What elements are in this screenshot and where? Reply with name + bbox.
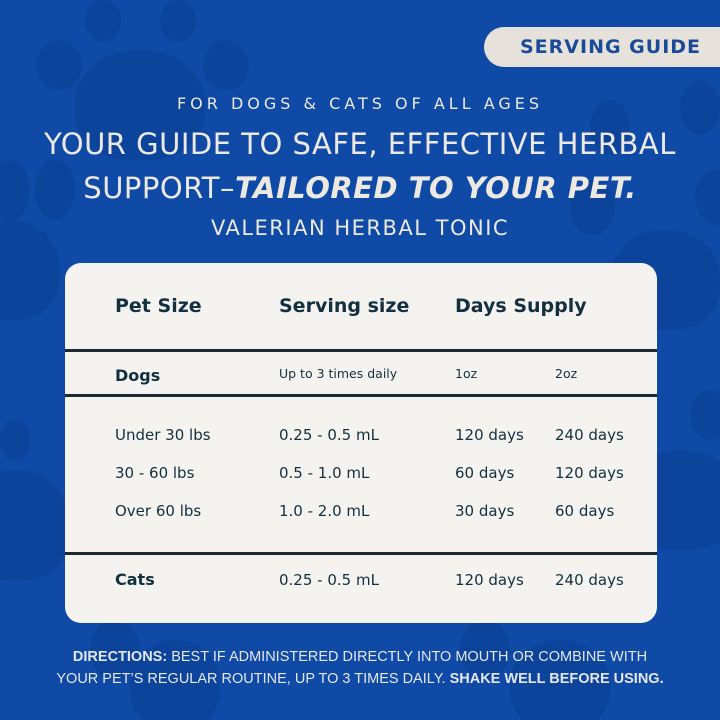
cats-label: Cats	[115, 570, 155, 589]
headline-emphasis: TAILORED TO YOUR PET.	[234, 171, 637, 205]
directions-body-1: BEST IF ADMINISTERED DIRECTLY INTO MOUTH…	[167, 649, 648, 665]
column-header-serving-size: Serving size	[279, 295, 410, 317]
size-1oz-label: 1oz	[455, 366, 478, 381]
days-2oz-cell: 240 days	[555, 426, 624, 444]
directions-emphasis: SHAKE WELL BEFORE USING.	[449, 671, 664, 687]
serving-cell: 0.25 - 0.5 mL	[279, 571, 379, 589]
divider	[65, 552, 657, 555]
serving-table-card	[65, 263, 657, 623]
pet-size-cell: Under 30 lbs	[115, 426, 211, 444]
headline-plain: SUPPORT–	[83, 171, 235, 205]
pet-size-cell: Over 60 lbs	[115, 502, 202, 520]
headline: YOUR GUIDE TO SAFE, EFFECTIVE HERBAL SUP…	[0, 122, 720, 210]
badge-label: SERVING GUIDE	[520, 36, 702, 58]
headline-line-2: SUPPORT–TAILORED TO YOUR PET.	[0, 166, 720, 210]
headline-line-1: YOUR GUIDE TO SAFE, EFFECTIVE HERBAL	[44, 127, 676, 161]
days-1oz-cell: 120 days	[455, 426, 524, 444]
days-1oz-cell: 120 days	[455, 571, 524, 589]
days-1oz-cell: 30 days	[455, 502, 515, 520]
audience-eyebrow: FOR DOGS & CATS OF ALL AGES	[176, 94, 544, 113]
serving-cell: 0.5 - 1.0 mL	[279, 464, 370, 482]
divider	[65, 349, 657, 352]
days-1oz-cell: 60 days	[455, 464, 515, 482]
directions-line-2: YOUR PET’S REGULAR ROUTINE, UP TO 3 TIME…	[0, 668, 720, 690]
directions-body-2: YOUR PET’S REGULAR ROUTINE, UP TO 3 TIME…	[56, 671, 450, 687]
directions-text: DIRECTIONS: BEST IF ADMINISTERED DIRECTL…	[0, 646, 720, 690]
divider	[65, 394, 657, 397]
serving-cell: 1.0 - 2.0 mL	[279, 502, 370, 520]
days-2oz-cell: 240 days	[555, 571, 624, 589]
serving-cell: 0.25 - 0.5 mL	[279, 426, 379, 444]
directions-line-1: DIRECTIONS: BEST IF ADMINISTERED DIRECTL…	[0, 646, 720, 668]
pet-size-cell: 30 - 60 lbs	[115, 464, 195, 482]
size-2oz-label: 2oz	[555, 366, 578, 381]
dogs-frequency: Up to 3 times daily	[279, 366, 398, 381]
dogs-label: Dogs	[115, 366, 161, 385]
column-header-days-supply: Days Supply	[455, 295, 587, 317]
product-name: VALERIAN HERBAL TONIC	[210, 216, 510, 240]
directions-label: DIRECTIONS:	[72, 649, 168, 665]
days-2oz-cell: 120 days	[555, 464, 624, 482]
days-2oz-cell: 60 days	[555, 502, 615, 520]
column-header-pet-size: Pet Size	[115, 295, 202, 317]
serving-guide-badge: SERVING GUIDE	[484, 27, 720, 67]
